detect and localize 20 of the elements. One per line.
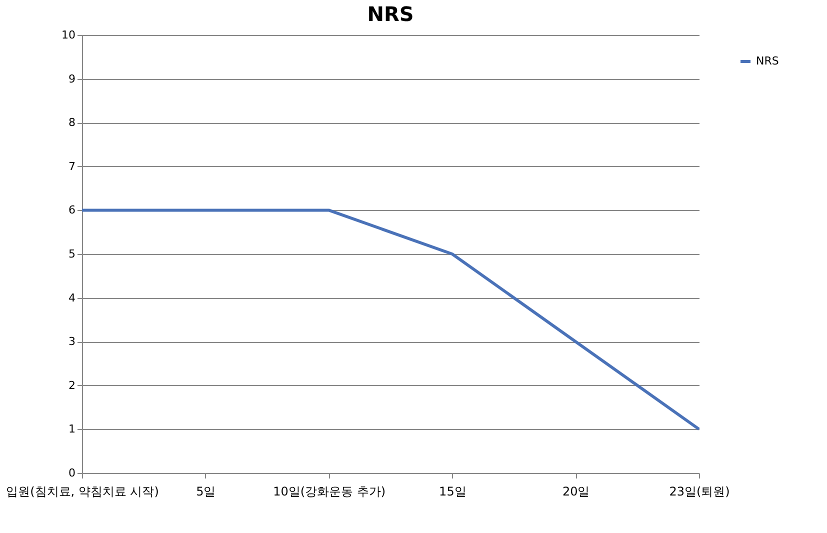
y-tick-label: 7	[68, 160, 76, 173]
y-tick-label: 4	[68, 291, 76, 304]
x-tick-label: 20일	[562, 484, 590, 498]
line-series	[80, 208, 700, 431]
x-tick-label: 입원(침치료, 약침치료 시작)	[6, 484, 159, 498]
x-tick-label: 5일	[196, 484, 216, 498]
y-tick-label: 9	[68, 72, 76, 86]
x-tick-label: 15일	[439, 484, 466, 498]
y-tick-label: 6	[68, 204, 76, 217]
y-tick-label: 8	[68, 116, 76, 130]
y-tick-label: 5	[68, 248, 76, 260]
y-tick-label: 0	[68, 466, 76, 480]
y-tick-label: 1	[68, 422, 76, 436]
x-tick-label: 10일(강화운동 추가)	[273, 484, 386, 498]
chart-title: NRS	[367, 2, 414, 26]
legend-label: NRS	[756, 54, 779, 68]
y-tick-label: 10	[62, 28, 76, 42]
y-tick-label: 3	[68, 335, 76, 348]
x-tick-label: 23일(퇴원)	[669, 484, 730, 498]
y-tick-label: 2	[68, 378, 76, 392]
